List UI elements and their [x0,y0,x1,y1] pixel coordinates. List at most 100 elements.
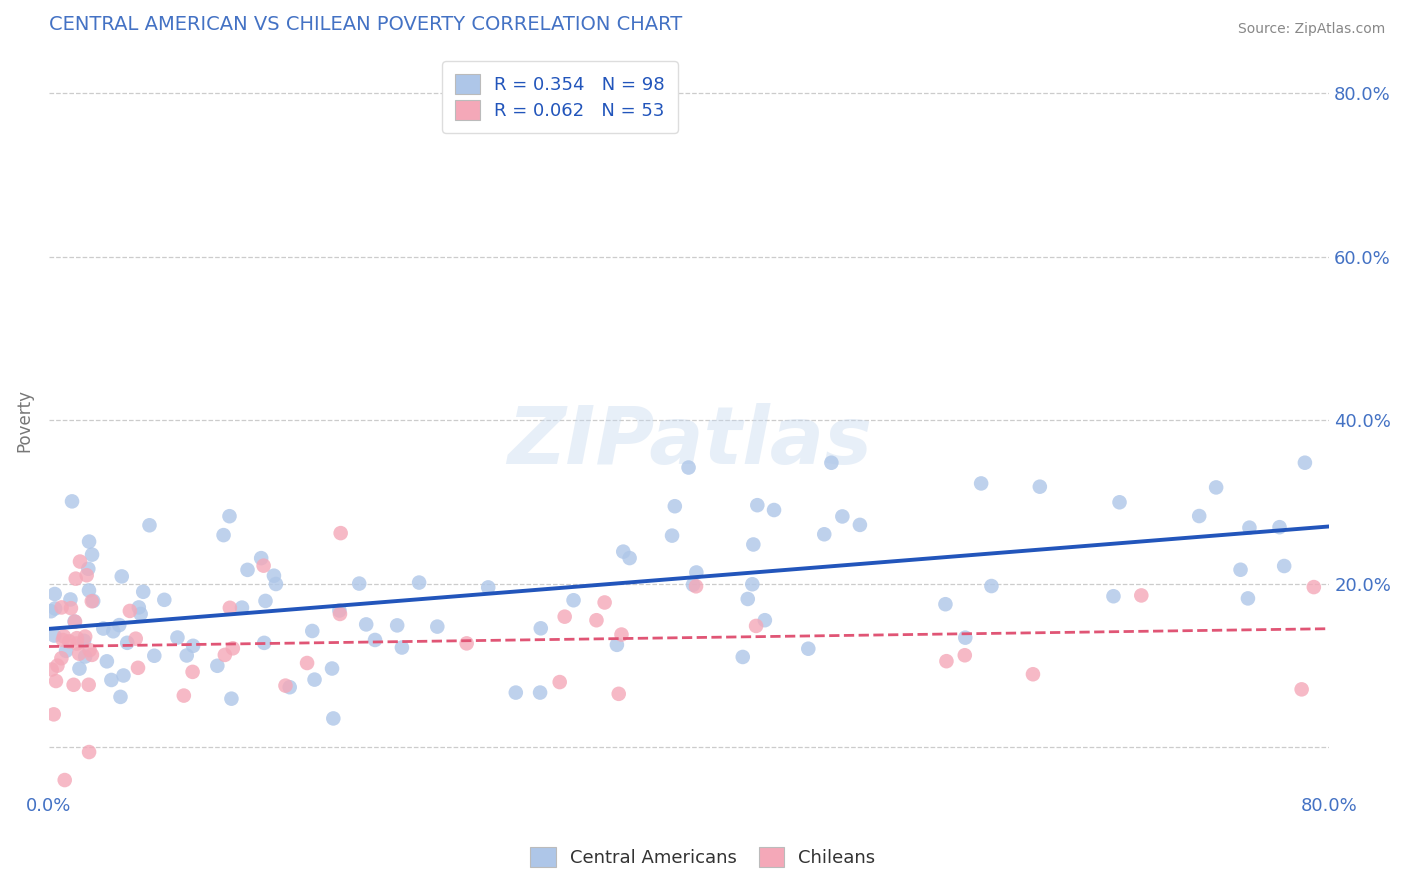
Point [274,679,297,693]
Point [682,577,704,591]
Point [1268,520,1291,534]
Point [76,568,98,582]
Point [173,689,195,703]
Point [554,609,576,624]
Legend: R = 0.354   N = 98, R = 0.062   N = 53: R = 0.354 N = 98, R = 0.062 N = 53 [441,62,678,133]
Point [1130,589,1153,603]
Point [218,600,240,615]
Point [77,562,100,576]
Point [80,594,103,608]
Point [55,644,77,658]
Point [1272,559,1295,574]
Point [77,678,100,692]
Point [685,579,707,593]
Point [103,624,125,639]
Point [1291,682,1313,697]
Point [953,648,976,663]
Point [221,691,243,706]
Point [138,518,160,533]
Point [1108,495,1130,509]
Point [612,544,634,558]
Point [426,619,449,633]
Point [321,661,343,675]
Point [530,621,553,635]
Point [849,517,872,532]
Point [742,537,765,551]
Point [112,668,135,682]
Point [115,636,138,650]
Point [661,528,683,542]
Point [73,633,96,648]
Point [741,577,763,591]
Legend: Central Americans, Chileans: Central Americans, Chileans [523,839,883,874]
Point [1229,563,1251,577]
Y-axis label: Poverty: Poverty [15,389,32,451]
Point [619,551,641,566]
Point [46,658,69,673]
Point [44,601,66,615]
Point [607,687,630,701]
Point [69,662,91,676]
Point [129,607,152,621]
Point [408,575,430,590]
Point [77,534,100,549]
Point [39,604,62,618]
Point [264,577,287,591]
Point [1029,480,1052,494]
Point [1239,521,1261,535]
Point [664,500,686,514]
Point [505,685,527,699]
Point [610,627,633,641]
Point [1294,456,1316,470]
Point [456,636,478,650]
Point [970,476,993,491]
Point [63,615,86,629]
Point [111,569,134,583]
Point [222,641,245,656]
Point [59,592,82,607]
Point [65,572,87,586]
Point [385,618,408,632]
Point [207,658,229,673]
Point [354,617,377,632]
Point [477,581,499,595]
Text: CENTRAL AMERICAN VS CHILEAN POVERTY CORRELATION CHART: CENTRAL AMERICAN VS CHILEAN POVERTY CORR… [49,15,682,34]
Point [935,654,957,668]
Point [132,584,155,599]
Point [1302,580,1324,594]
Point [1102,589,1125,603]
Point [737,591,759,606]
Point [82,594,104,608]
Point [934,597,956,611]
Point [236,563,259,577]
Point [585,613,607,627]
Point [91,622,114,636]
Point [58,634,80,648]
Point [252,558,274,573]
Point [329,607,352,621]
Point [263,568,285,582]
Point [67,647,90,661]
Point [685,566,707,580]
Text: Source: ZipAtlas.com: Source: ZipAtlas.com [1237,22,1385,37]
Point [678,460,700,475]
Point [218,509,240,524]
Point [763,503,786,517]
Point [53,772,76,787]
Point [301,624,323,638]
Point [214,648,236,662]
Point [44,629,66,643]
Point [1188,509,1211,524]
Point [813,527,835,541]
Point [593,595,616,609]
Point [295,656,318,670]
Point [250,551,273,566]
Point [166,631,188,645]
Point [42,707,65,722]
Point [108,618,131,632]
Point [153,592,176,607]
Point [75,630,97,644]
Point [1205,480,1227,494]
Point [797,641,820,656]
Point [328,603,350,617]
